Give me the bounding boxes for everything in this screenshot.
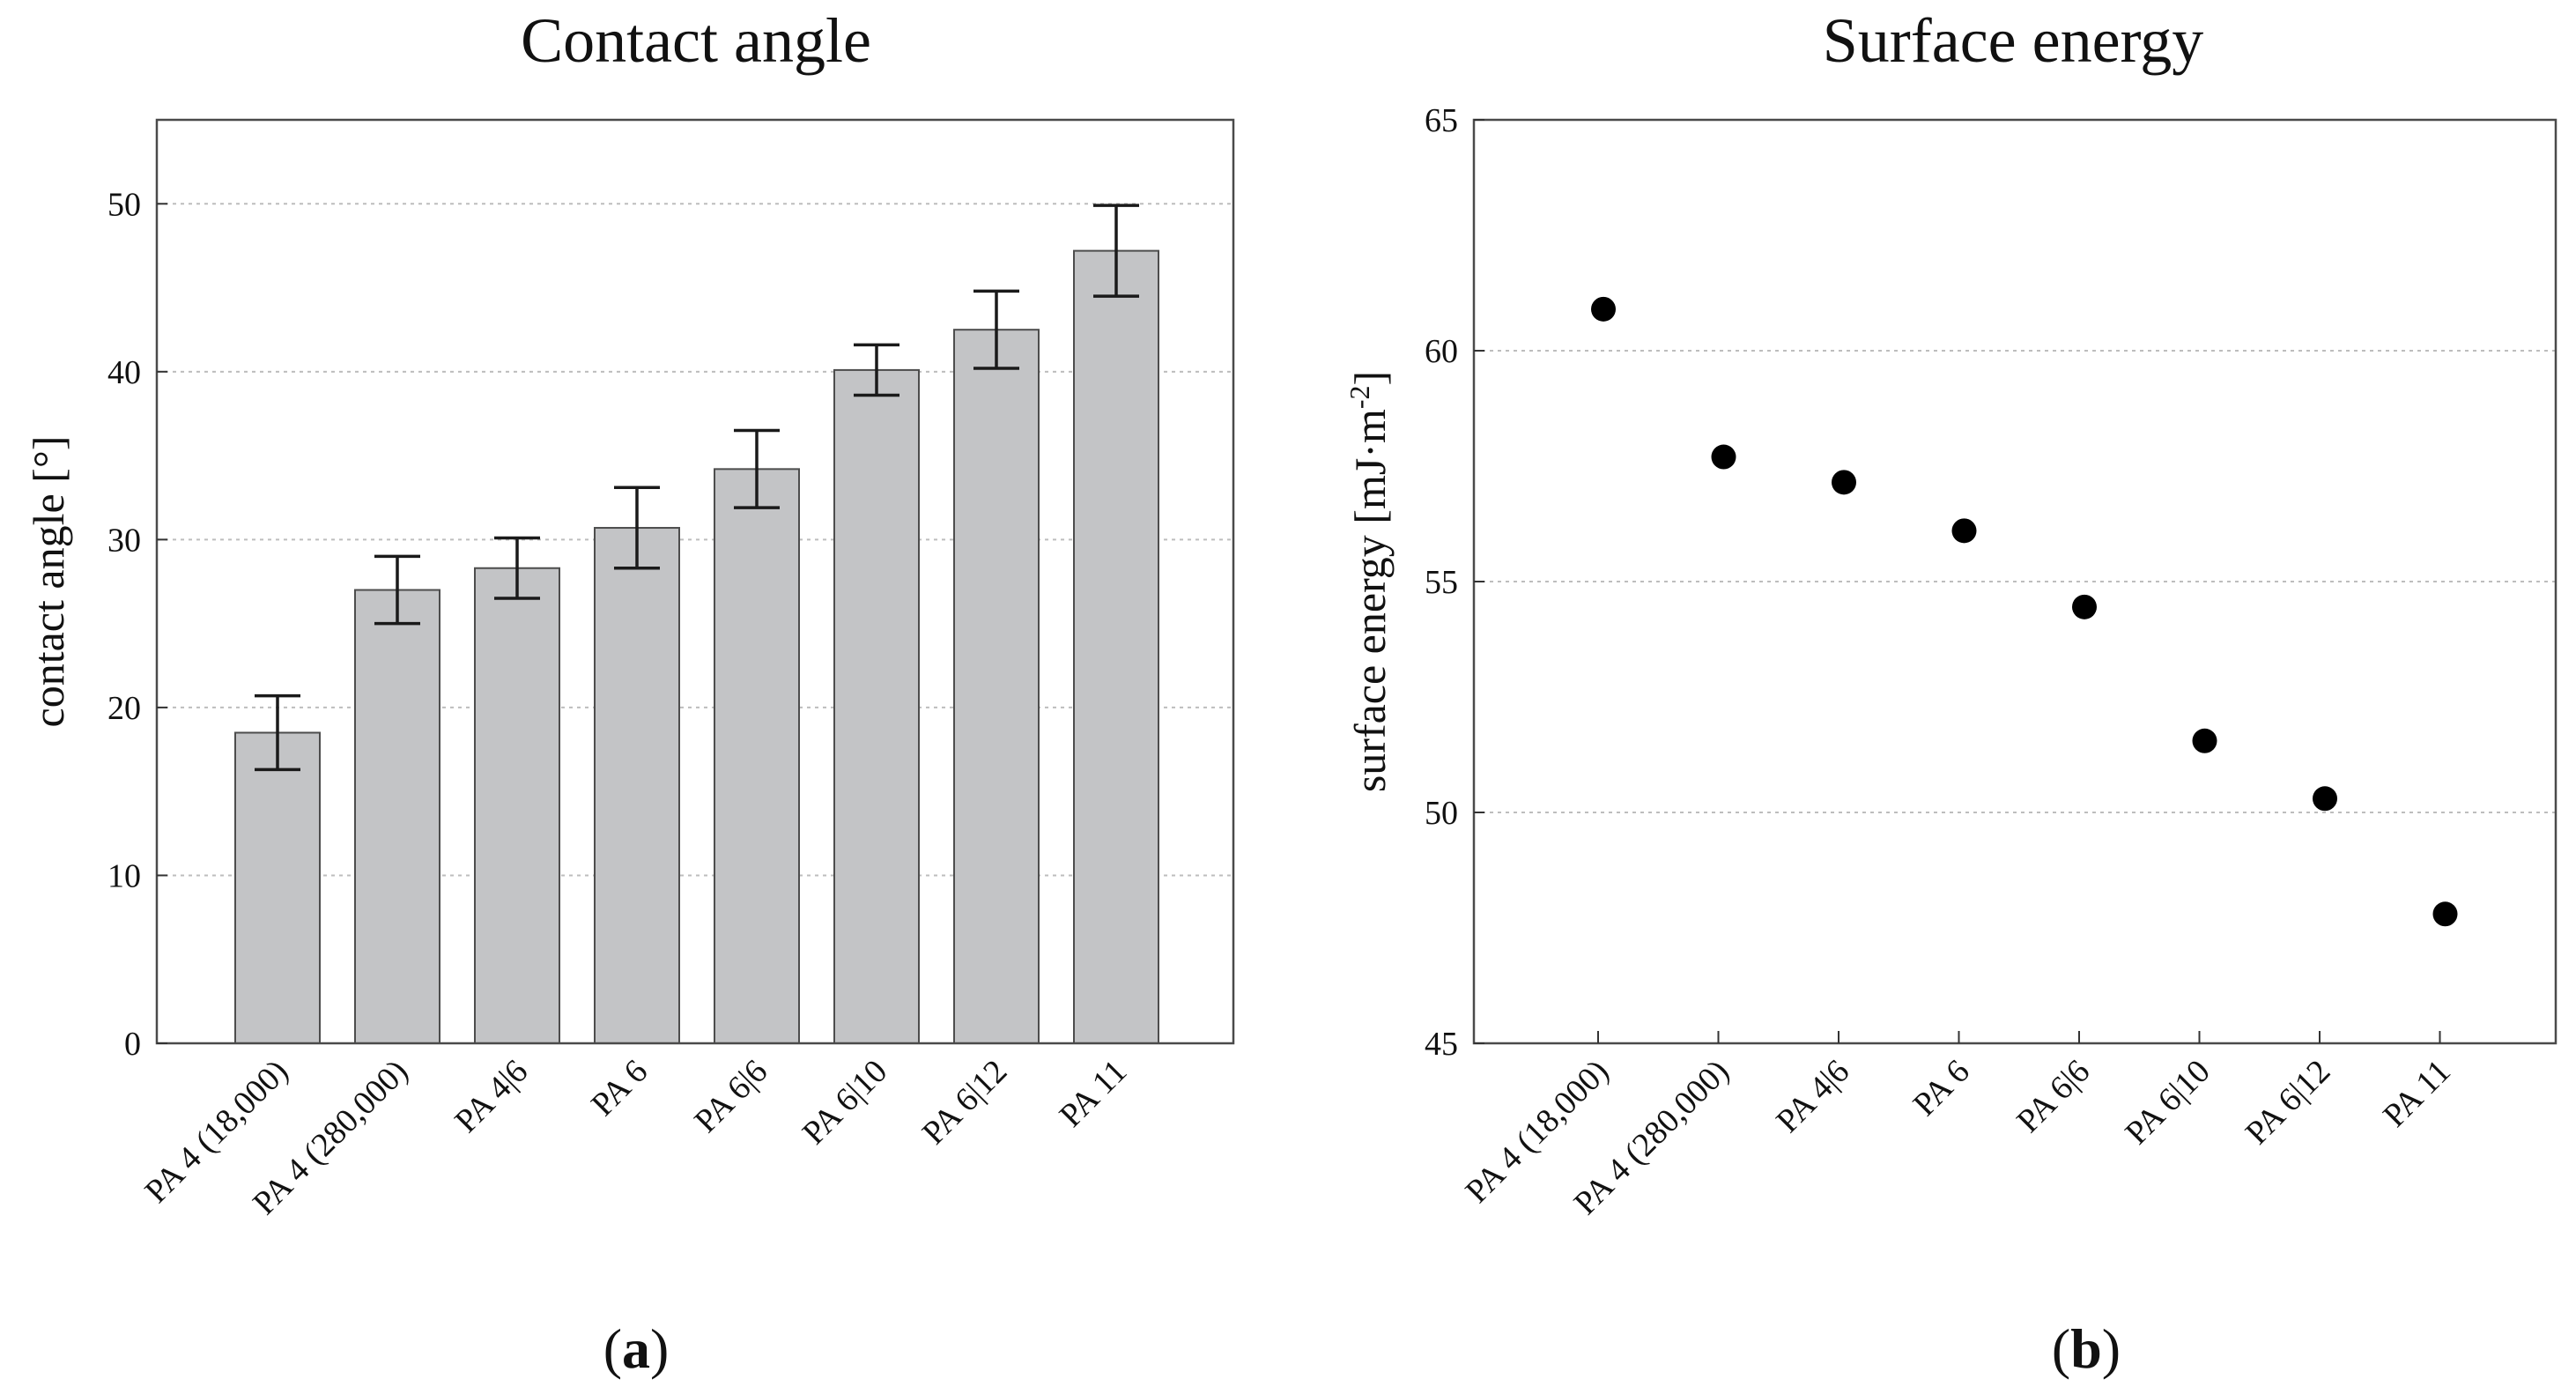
bar xyxy=(833,368,920,1044)
panel-label-b: (b) xyxy=(2052,1317,2121,1380)
bar xyxy=(594,527,680,1044)
bar xyxy=(234,731,321,1044)
panel-label-a: (a) xyxy=(603,1317,670,1380)
x-tick-label: PA 4|6 xyxy=(1769,1053,1856,1140)
data-point xyxy=(1711,444,1736,470)
chart-title: Surface energy xyxy=(1823,5,2203,76)
data-point xyxy=(2072,594,2097,619)
x-tick-label: PA 4|6 xyxy=(448,1053,535,1140)
bar xyxy=(1073,249,1159,1045)
y-tick-label: 45 xyxy=(1425,1026,1458,1063)
x-tick-label: PA 6|6 xyxy=(2010,1053,2097,1140)
x-tick-labels: PA 4 (18,000)PA 4 (280,000) PA 4|6 PA 6 PA … xyxy=(1459,1053,2458,1222)
y-axis-label: surface energy [mJ·m-2] xyxy=(1344,371,1395,792)
y-ticks: 45 50 55 60 65 xyxy=(1425,102,1484,1063)
x-tick-label: PA 6|10 xyxy=(796,1053,895,1153)
x-ticks xyxy=(1597,1031,2441,1043)
x-tick-label: PA 11 xyxy=(1053,1053,1135,1135)
chart-title: Contact angle xyxy=(521,5,871,76)
data-point xyxy=(2192,728,2217,753)
bar xyxy=(354,589,440,1044)
y-tick-label: 40 xyxy=(107,354,141,391)
y-tick-label: 10 xyxy=(107,857,141,894)
x-tick-labels: PA 4 (18,000)PA 4 (280,000) PA 4|6 PA 6 PA … xyxy=(138,1053,1135,1222)
bar xyxy=(953,329,1040,1044)
x-tick-label: PA 6 xyxy=(584,1053,655,1123)
bars xyxy=(234,249,1159,1045)
y-tick-label: 55 xyxy=(1425,564,1458,601)
bar xyxy=(714,468,800,1044)
data-point xyxy=(1832,470,1856,495)
x-tick-label: PA 6|10 xyxy=(2118,1053,2217,1153)
data-points xyxy=(1591,296,2458,927)
data-point xyxy=(2313,786,2337,812)
y-tick-label: 65 xyxy=(1425,102,1458,139)
gridlines xyxy=(1474,350,2556,813)
data-point xyxy=(2432,901,2458,927)
x-tick-label: PA 6|12 xyxy=(915,1053,1015,1153)
x-tick-label: PA 6 xyxy=(1906,1053,1977,1123)
y-ticks: 0 10 20 30 40 50 xyxy=(107,186,167,1063)
bar xyxy=(474,567,560,1044)
data-point xyxy=(1591,296,1616,322)
y-tick-label: 20 xyxy=(107,690,141,727)
data-point xyxy=(1951,518,1977,544)
x-tick-label: PA 6|6 xyxy=(687,1053,774,1140)
x-tick-label: PA 11 xyxy=(2376,1053,2458,1135)
plot-frame xyxy=(155,118,1235,1045)
y-axis-label: contact angle [°] xyxy=(24,436,73,728)
gridlines xyxy=(157,203,1233,877)
y-tick-label: 60 xyxy=(1425,333,1458,370)
y-tick-label: 50 xyxy=(107,186,141,223)
x-tick-label: PA 6|12 xyxy=(2239,1053,2338,1153)
y-tick-label: 0 xyxy=(124,1026,141,1063)
y-tick-label: 30 xyxy=(107,522,141,559)
error-bars xyxy=(255,204,1139,772)
y-tick-label: 50 xyxy=(1425,795,1458,832)
